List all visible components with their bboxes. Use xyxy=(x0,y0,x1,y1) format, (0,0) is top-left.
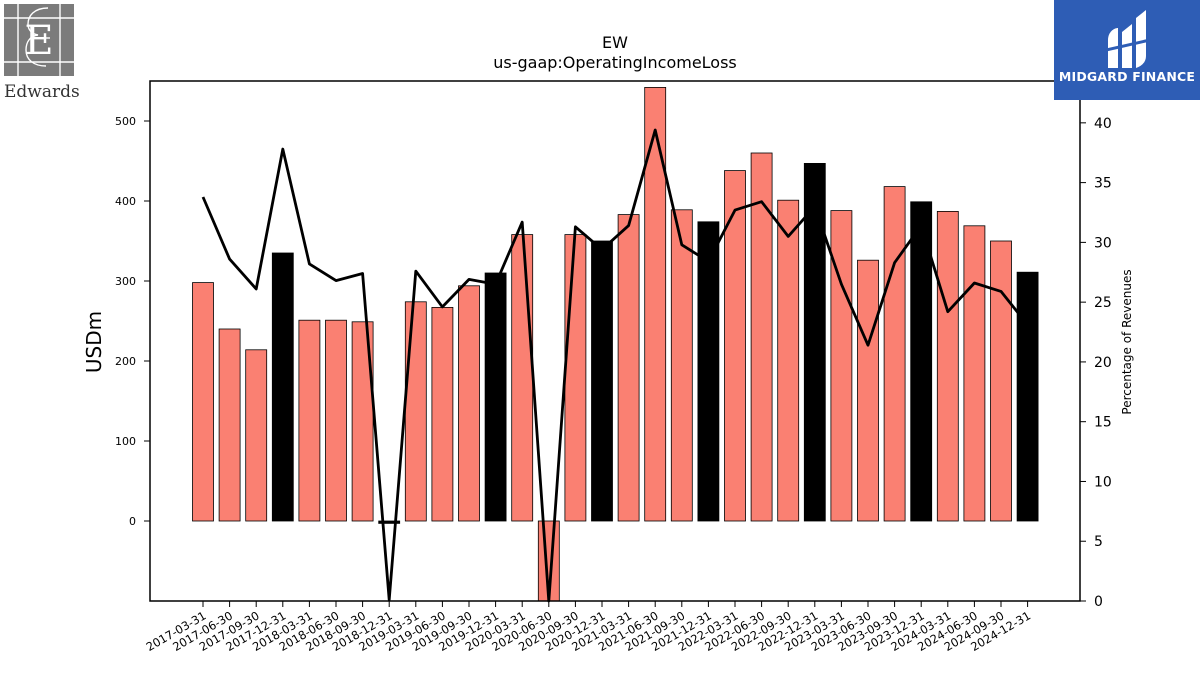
y2-tick-label: 35 xyxy=(1094,176,1112,192)
y2-axis-label: Percentage of Revenues xyxy=(1120,269,1134,414)
bar-2017-06-30 xyxy=(218,328,241,522)
chart-title: EW xyxy=(602,33,628,52)
line-group xyxy=(201,128,1029,603)
plot-frame xyxy=(149,80,1081,602)
bar-2018-03-31 xyxy=(298,319,321,522)
bar-2020-09-30 xyxy=(564,234,587,522)
bar-2019-12-31 xyxy=(484,272,507,522)
midgard-finance-logo: MIDGARD FINANCE xyxy=(1054,0,1200,100)
bar-2021-03-31 xyxy=(617,214,640,522)
y2-tick-label: 40 xyxy=(1094,116,1112,132)
bars-group xyxy=(192,87,1039,602)
bar-2018-06-30 xyxy=(325,319,347,522)
y2-tick-label: 15 xyxy=(1094,415,1112,431)
percentage-line xyxy=(201,128,1029,603)
bar-2018-09-30 xyxy=(351,321,374,522)
y-tick-label: 300 xyxy=(115,275,136,288)
bar-2020-12-31 xyxy=(591,240,613,522)
edwards-logo-text: Edwards xyxy=(4,82,80,102)
bar-2024-12-31 xyxy=(1016,271,1039,522)
bar-2021-09-30 xyxy=(670,209,693,522)
bar-2022-12-31 xyxy=(803,162,826,522)
bar-2023-12-31 xyxy=(910,201,933,522)
y2-tick-label: 30 xyxy=(1094,235,1112,251)
bar-2021-06-30 xyxy=(644,87,667,522)
x-axis: 2017-03-312017-06-302017-09-302017-12-31… xyxy=(144,601,1033,654)
edwards-logo-mark-icon: E xyxy=(4,4,74,76)
bar-2023-03-31 xyxy=(830,210,853,522)
y2-tick-label: 0 xyxy=(1094,594,1103,610)
y-axis-left: 0 100 200 300 400 500 xyxy=(115,115,150,528)
bar-2020-03-31 xyxy=(511,234,534,522)
bar-2023-09-30 xyxy=(883,186,906,522)
svg-text:E: E xyxy=(24,18,53,64)
y2-tick-label: 5 xyxy=(1094,534,1103,550)
y-tick-label: 0 xyxy=(129,515,136,528)
bar-2017-03-31 xyxy=(192,282,214,522)
bar-2023-06-30 xyxy=(857,259,879,522)
y-axis-right: 0 5 10 15 20 25 30 35 40 xyxy=(1080,116,1112,610)
midgard-finance-mark-icon xyxy=(1106,10,1150,68)
bar-2024-06-30 xyxy=(963,225,986,522)
bar-2021-12-31 xyxy=(697,221,720,522)
edwards-logo: E Edwards xyxy=(4,4,80,102)
y-tick-label: 100 xyxy=(115,435,136,448)
bar-2022-03-31 xyxy=(724,170,746,522)
bar-2022-06-30 xyxy=(750,152,773,522)
bar-2019-03-31 xyxy=(404,301,427,522)
chart-subtitle: us-gaap:OperatingIncomeLoss xyxy=(493,53,737,72)
y2-tick-label: 10 xyxy=(1094,474,1112,490)
bar-2019-06-30 xyxy=(431,306,454,522)
bar-2018-12-31 xyxy=(378,520,401,524)
y2-tick-label: 25 xyxy=(1094,295,1112,311)
bar-2019-09-30 xyxy=(458,285,480,522)
y-tick-label: 500 xyxy=(115,115,136,128)
y2-tick-label: 20 xyxy=(1094,355,1112,371)
y-tick-label: 200 xyxy=(115,355,136,368)
y-axis-label: USDm xyxy=(82,311,106,373)
midgard-finance-logo-text: MIDGARD FINANCE xyxy=(1058,69,1196,84)
y-tick-label: 400 xyxy=(115,195,136,208)
bar-2022-09-30 xyxy=(777,199,800,522)
bar-2024-09-30 xyxy=(990,240,1012,522)
bar-2017-12-31 xyxy=(271,252,294,522)
bar-2017-09-30 xyxy=(245,349,268,522)
bar-2024-03-31 xyxy=(936,210,959,522)
